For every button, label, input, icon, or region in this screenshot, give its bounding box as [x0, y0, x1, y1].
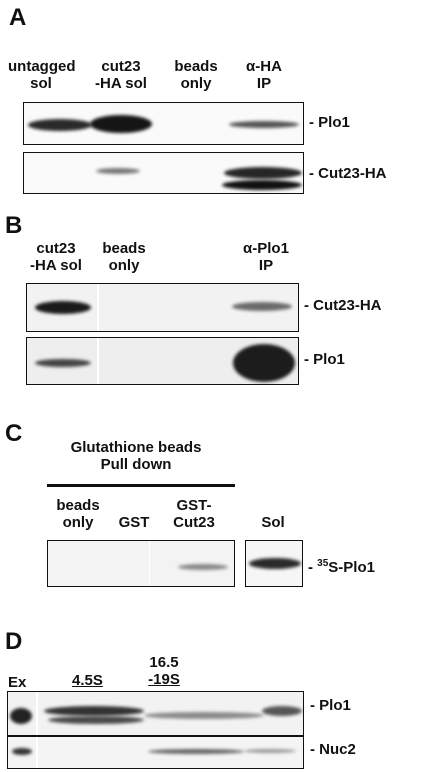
band [35, 301, 91, 314]
panel-a-blot-plo1 [23, 102, 304, 145]
panel-a-label-cut23-ha: - Cut23-HA [309, 165, 387, 182]
panel-d-label-plo1: - Plo1 [310, 697, 351, 714]
panel-b-col-plo1-ip: α-Plo1 IP [243, 240, 289, 274]
lane-separator [36, 737, 38, 768]
band [229, 121, 299, 128]
panel-a-label-plo1: - Plo1 [309, 114, 350, 131]
panel-a-blot-cut23-ha [23, 152, 304, 194]
panel-d-blot-plo1 [7, 691, 304, 736]
panel-d-ex-label: Ex [8, 674, 27, 691]
panel-c-group-label: Glutathione beads Pull down [70, 439, 202, 473]
panel-a-col-ha-ip: α-HA IP [246, 58, 282, 92]
band [90, 115, 152, 133]
lane-separator [36, 692, 38, 735]
lane-separator [149, 541, 150, 586]
band [28, 119, 92, 131]
panel-b-blot-cut23-ha [26, 283, 299, 332]
band [96, 168, 140, 174]
panel-a-col-cut23-ha-sol: cut23 -HA sol [95, 58, 147, 92]
band [249, 558, 301, 569]
panel-b-blot-plo1 [26, 337, 299, 385]
band [12, 748, 32, 755]
band [144, 712, 264, 719]
band [233, 344, 295, 382]
panel-a-col-beads-only: beads only [174, 58, 218, 92]
panel-c-col-beads-only: beads only [56, 497, 100, 531]
band [178, 564, 228, 570]
panel-b-col-beads-only: beads only [102, 240, 146, 274]
band [35, 359, 91, 367]
panel-b-col-cut23-ha-sol: cut23 -HA sol [30, 240, 82, 274]
panel-d-label-nuc2: - Nuc2 [310, 741, 356, 758]
panel-c-col-gst-cut23: GST- Cut23 [173, 497, 215, 531]
band [222, 180, 302, 190]
panel-b-label-plo1: - Plo1 [304, 351, 345, 368]
panel-d-letter: D [5, 628, 23, 655]
panel-a-col-untagged-sol: untagged sol [8, 58, 76, 92]
band [44, 706, 144, 716]
panel-b-letter: B [5, 212, 23, 239]
panel-c-label-35s-plo1: - 35S-Plo1 [308, 558, 375, 576]
panel-d-blot-nuc2 [7, 736, 304, 769]
panel-b-label-cut23-ha: - Cut23-HA [304, 297, 382, 314]
panel-c-col-sol: Sol [261, 514, 285, 531]
lane-separator [97, 338, 99, 384]
band [244, 749, 296, 753]
band [48, 716, 144, 724]
panel-c-letter: C [5, 420, 23, 447]
band [148, 749, 244, 754]
panel-a-letter: A [9, 4, 27, 31]
panel-c-blot-pulldown [47, 540, 235, 587]
panel-d-marker-4-5s: 4.5S [72, 672, 103, 689]
band [262, 706, 302, 716]
panel-c-blot-sol [245, 540, 303, 587]
band [232, 302, 292, 311]
panel-d-marker-16-5-19s: 16.5 -19S [148, 654, 180, 688]
lane-separator [97, 284, 99, 331]
band [10, 708, 32, 724]
panel-c-group-bracket [47, 484, 235, 487]
panel-c-col-gst: GST [118, 514, 150, 531]
band [224, 167, 302, 179]
